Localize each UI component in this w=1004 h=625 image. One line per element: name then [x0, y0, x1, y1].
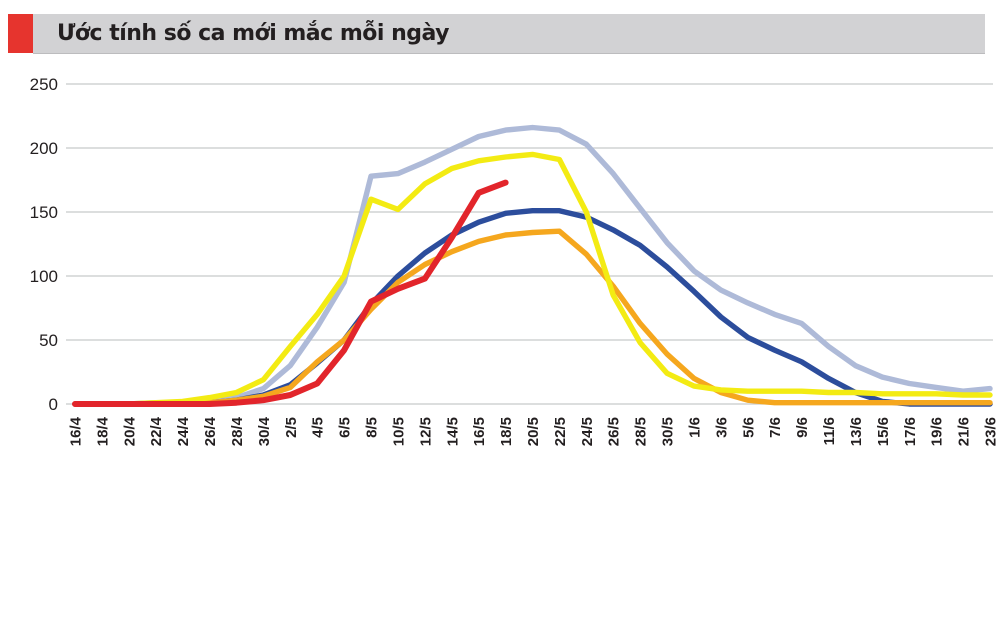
svg-text:20/4: 20/4: [121, 416, 138, 446]
svg-text:150: 150: [30, 203, 58, 222]
svg-text:28/4: 28/4: [229, 416, 246, 446]
svg-text:26/4: 26/4: [202, 416, 219, 446]
svg-text:2/5: 2/5: [283, 417, 300, 438]
svg-text:3/6: 3/6: [713, 417, 730, 438]
svg-text:100: 100: [30, 267, 58, 286]
svg-text:18/5: 18/5: [498, 417, 515, 446]
svg-text:19/6: 19/6: [929, 417, 946, 446]
svg-text:24/5: 24/5: [579, 417, 596, 446]
chart-svg: 0 50 100 150 200 250 16/4 18/4 20/4 22/4 24/4 26/4 2…: [30, 75, 1000, 446]
svg-text:12/5: 12/5: [417, 417, 434, 446]
svg-text:15/6: 15/6: [875, 417, 892, 446]
svg-text:8/5: 8/5: [364, 417, 381, 438]
svg-text:20/5: 20/5: [525, 417, 542, 446]
svg-text:30/5: 30/5: [660, 417, 677, 446]
svg-text:30/4: 30/4: [256, 416, 273, 446]
svg-text:26/5: 26/5: [606, 417, 623, 446]
svg-text:5/6: 5/6: [740, 417, 757, 438]
svg-text:4/5: 4/5: [310, 417, 327, 438]
svg-text:28/5: 28/5: [633, 417, 650, 446]
page-title: Ước tính số ca mới mắc mỗi ngày: [57, 21, 450, 46]
svg-text:16/4: 16/4: [68, 416, 85, 446]
svg-text:6/5: 6/5: [337, 417, 354, 438]
chart-legend: Ước tính thấp (50%) Ước tính cao (50%) Ư…: [0, 480, 1004, 625]
svg-text:16/5: 16/5: [471, 417, 488, 446]
svg-text:14/5: 14/5: [444, 417, 461, 446]
chart-area: 0 50 100 150 200 250 16/4 18/4 20/4 22/4 24/4 26/4 2…: [0, 60, 1004, 480]
svg-text:10/5: 10/5: [390, 417, 407, 446]
svg-text:0: 0: [49, 395, 58, 414]
svg-text:22/4: 22/4: [148, 416, 165, 446]
svg-text:13/6: 13/6: [848, 417, 865, 446]
svg-text:22/5: 22/5: [552, 417, 569, 446]
svg-text:18/4: 18/4: [94, 416, 111, 446]
svg-text:250: 250: [30, 75, 58, 94]
svg-text:11/6: 11/6: [821, 417, 838, 445]
svg-text:23/6: 23/6: [983, 417, 1000, 446]
svg-text:24/4: 24/4: [175, 416, 192, 446]
svg-text:9/6: 9/6: [794, 417, 811, 438]
svg-text:7/6: 7/6: [767, 417, 784, 438]
svg-text:200: 200: [30, 139, 58, 158]
svg-text:50: 50: [39, 331, 58, 350]
svg-text:21/6: 21/6: [956, 417, 973, 446]
svg-text:17/6: 17/6: [902, 417, 919, 446]
chart-header: Ước tính số ca mới mắc mỗi ngày: [33, 14, 985, 54]
svg-text:1/6: 1/6: [686, 417, 703, 438]
header-accent-bar: [8, 14, 33, 53]
